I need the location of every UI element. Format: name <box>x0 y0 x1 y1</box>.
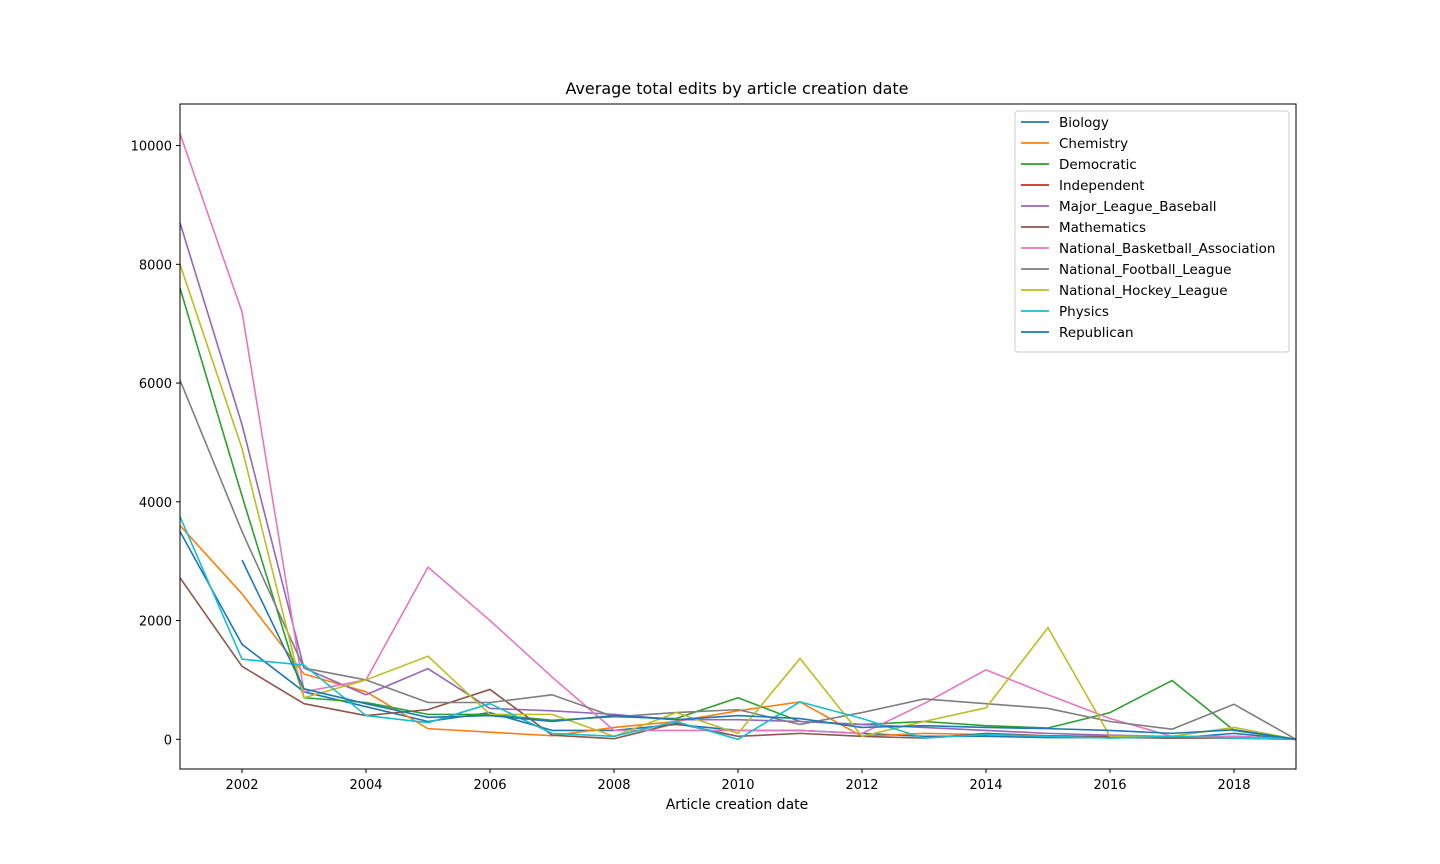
x-axis-title: Article creation date <box>666 797 809 813</box>
x-axis: 2002 2004 2006 2008 2010 2012 2014 2016 2018 <box>225 769 1251 793</box>
legend-label: Democratic <box>1059 157 1137 173</box>
chart-title: Average total edits by article creation … <box>565 79 908 98</box>
y-tick-label: 8000 <box>139 258 172 273</box>
legend-label: Republican <box>1059 325 1134 341</box>
legend-box <box>1014 110 1290 353</box>
x-tick-label: 2012 <box>845 778 878 793</box>
x-tick-label: 2008 <box>597 778 630 793</box>
x-tick-label: 2006 <box>473 778 506 793</box>
legend-label: Mathematics <box>1059 220 1146 236</box>
x-tick-label: 2014 <box>969 778 1002 793</box>
legend-label: Major_League_Baseball <box>1059 199 1217 215</box>
legend-label: Chemistry <box>1059 136 1128 152</box>
y-axis: 0 2000 4000 6000 8000 10000 <box>131 140 180 748</box>
y-tick-label: 0 <box>164 733 172 748</box>
y-tick-label: 4000 <box>139 496 172 511</box>
legend: Biology Chemistry Democratic Independent Maj… <box>1014 110 1290 353</box>
series-layer <box>179 133 1297 741</box>
series-line-physics <box>179 516 1297 741</box>
y-tick-label: 6000 <box>139 377 172 392</box>
series-line-democratic <box>179 287 1297 741</box>
x-tick-label: 2018 <box>1217 778 1250 793</box>
legend-label: National_Basketball_Association <box>1059 241 1275 257</box>
y-tick-label: 2000 <box>139 615 172 630</box>
x-tick-label: 2010 <box>721 778 754 793</box>
x-tick-label: 2004 <box>349 778 382 793</box>
series-line-republican <box>241 559 1297 741</box>
legend-label: National_Football_League <box>1059 262 1232 278</box>
x-tick-label: 2016 <box>1093 778 1126 793</box>
series-line-national-hockey-league <box>179 264 1297 741</box>
y-tick-label: 10000 <box>131 140 172 155</box>
legend-label: Independent <box>1059 178 1145 194</box>
legend-label: Biology <box>1059 115 1109 131</box>
legend-label: Physics <box>1059 304 1109 320</box>
legend-label: National_Hockey_League <box>1059 283 1228 299</box>
x-tick-label: 2002 <box>225 778 258 793</box>
